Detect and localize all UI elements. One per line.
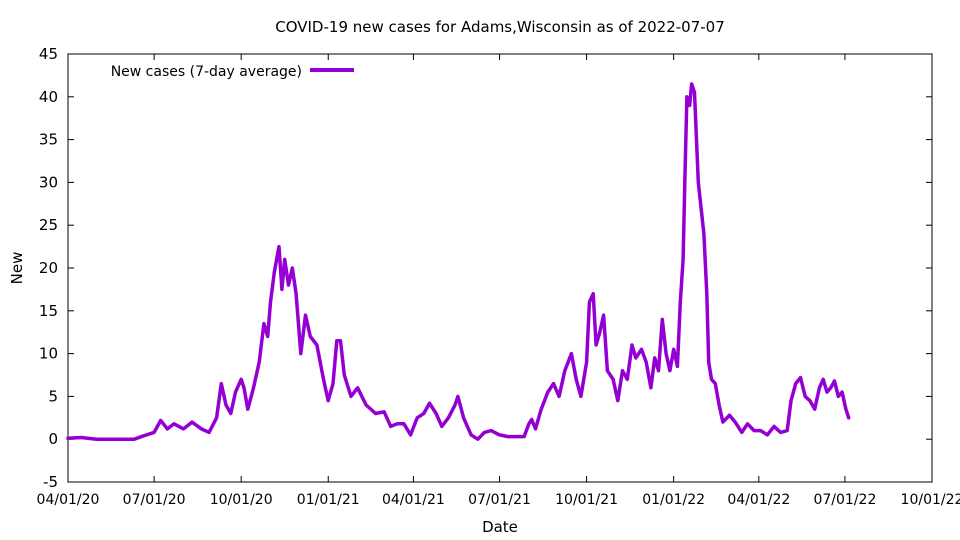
x-tick-label: 07/01/22 bbox=[813, 492, 876, 508]
x-tick-label: 10/01/21 bbox=[555, 492, 618, 508]
x-tick-label: 01/01/21 bbox=[297, 492, 360, 508]
chart-title: COVID-19 new cases for Adams,Wisconsin a… bbox=[275, 18, 725, 36]
axes bbox=[67, 53, 933, 483]
x-tick-label: 07/01/20 bbox=[123, 492, 186, 508]
y-tick-label: 10 bbox=[39, 345, 58, 363]
tick-labels: -5 0 5 10 15 20 25 30 35 40 45 04/01/20 07/01/20 10/0… bbox=[37, 45, 960, 508]
series-line bbox=[66, 82, 851, 441]
y-tick-label: 35 bbox=[39, 131, 58, 149]
y-tick-label: 0 bbox=[48, 430, 58, 448]
y-tick-label: -5 bbox=[43, 473, 58, 491]
x-tick-label: 10/01/22 bbox=[901, 492, 960, 508]
y-tick-label: 45 bbox=[39, 45, 58, 63]
y-tick-label: 30 bbox=[39, 173, 58, 191]
y-tick-label: 5 bbox=[48, 387, 58, 405]
x-tick-label: 04/01/21 bbox=[382, 492, 445, 508]
x-tick-label: 04/01/20 bbox=[37, 492, 100, 508]
legend: New cases (7-day average) bbox=[111, 64, 354, 80]
series-layer bbox=[66, 82, 851, 441]
y-axis-label: New bbox=[8, 252, 26, 285]
y-tick-label: 15 bbox=[39, 302, 58, 320]
y-tick-label: 25 bbox=[39, 216, 58, 234]
x-tick-label: 07/01/21 bbox=[468, 492, 531, 508]
y-tick-label: 20 bbox=[39, 259, 58, 277]
legend-label: New cases (7-day average) bbox=[111, 64, 302, 80]
x-tick-label: 01/01/22 bbox=[642, 492, 705, 508]
plot-frame bbox=[67, 53, 933, 483]
x-tick-label: 10/01/20 bbox=[210, 492, 273, 508]
x-axis-label: Date bbox=[482, 518, 518, 536]
x-tick-label: 04/01/22 bbox=[727, 492, 790, 508]
y-tick-label: 40 bbox=[39, 88, 58, 106]
